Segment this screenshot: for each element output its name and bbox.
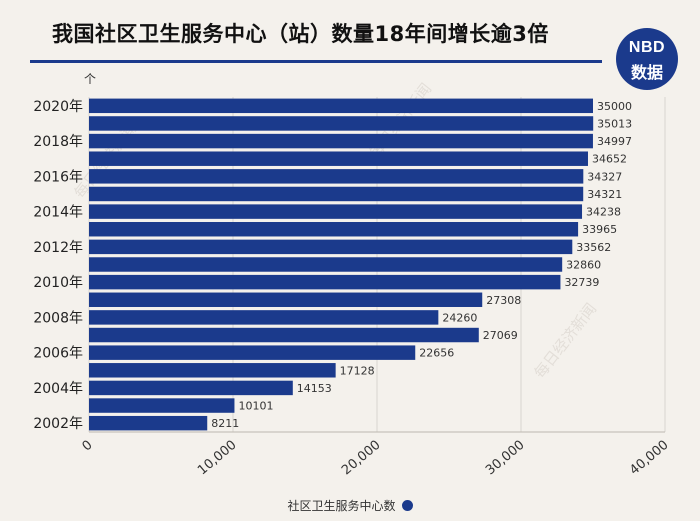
logo-text-top: NBD: [628, 39, 666, 56]
bar-value-label: 34238: [586, 206, 621, 219]
bar: [89, 257, 563, 272]
bar: [89, 239, 573, 255]
legend-label: 社区卫生服务中心数: [287, 499, 396, 513]
bar: [89, 116, 594, 131]
bar: [89, 98, 593, 114]
bar-value-label: 17128: [340, 364, 375, 377]
bar: [89, 169, 584, 184]
bar: [89, 186, 584, 202]
legend-marker-icon: [401, 500, 413, 511]
x-tick-label: 0: [80, 438, 96, 455]
bar-value-label: 8211: [211, 417, 239, 430]
y-unit-label: 个: [84, 72, 97, 86]
x-tick-label: 30,000: [483, 438, 527, 479]
y-tick-label: 2010年: [33, 275, 83, 291]
bar-value-label: 34321: [587, 188, 622, 201]
y-tick-label: 2006年: [33, 346, 83, 362]
bar: [89, 204, 583, 219]
bar-value-label: 14153: [297, 382, 332, 395]
bar: [89, 345, 416, 360]
bar: [89, 415, 208, 431]
title-underline: [30, 60, 602, 63]
x-tick-label: 20,000: [339, 438, 383, 479]
x-tick-label: 10,000: [195, 438, 239, 479]
bar: [89, 292, 483, 307]
chart-title: 我国社区卫生服务中心（站）数量18年间增长逾3倍: [52, 22, 549, 46]
bar-value-label: 24260: [442, 311, 477, 324]
bar: [89, 363, 336, 378]
y-tick-label: 2018年: [33, 134, 83, 150]
bar: [89, 310, 439, 325]
nbd-logo: NBD 数据: [616, 28, 678, 90]
bar-value-label: 33562: [576, 241, 611, 254]
bar-value-label: 35013: [597, 117, 632, 130]
bar: [89, 380, 293, 396]
y-tick-label: 2020年: [33, 99, 83, 115]
logo-text-bottom: 数据: [630, 63, 663, 82]
y-tick-label: 2004年: [33, 381, 83, 397]
y-tick-label: 2014年: [33, 205, 83, 221]
y-tick-label: 2016年: [33, 169, 83, 185]
bar: [89, 274, 561, 290]
y-tick-label: 2012年: [33, 240, 83, 256]
bar-value-label: 32739: [564, 276, 599, 289]
bar-value-label: 27308: [486, 294, 521, 307]
bar: [89, 398, 235, 413]
bar: [89, 222, 579, 237]
bar-value-label: 35000: [597, 100, 632, 113]
bar: [89, 327, 479, 343]
legend: 社区卫生服务中心数: [0, 497, 700, 514]
bar-value-label: 22656: [419, 347, 454, 360]
bar-value-label: 10101: [238, 400, 273, 413]
bar-value-label: 34997: [597, 135, 632, 148]
bar-value-label: 34652: [592, 153, 627, 166]
x-tick-label: 40,000: [627, 438, 671, 479]
bar: [89, 151, 588, 166]
bar-value-label: 27069: [483, 329, 518, 342]
bar: [89, 133, 593, 149]
bar-value-label: 32860: [566, 259, 601, 272]
bar-value-label: 34327: [587, 170, 622, 183]
y-tick-label: 2008年: [33, 310, 83, 326]
bar-value-label: 33965: [582, 223, 617, 236]
y-tick-label: 2002年: [33, 416, 83, 432]
